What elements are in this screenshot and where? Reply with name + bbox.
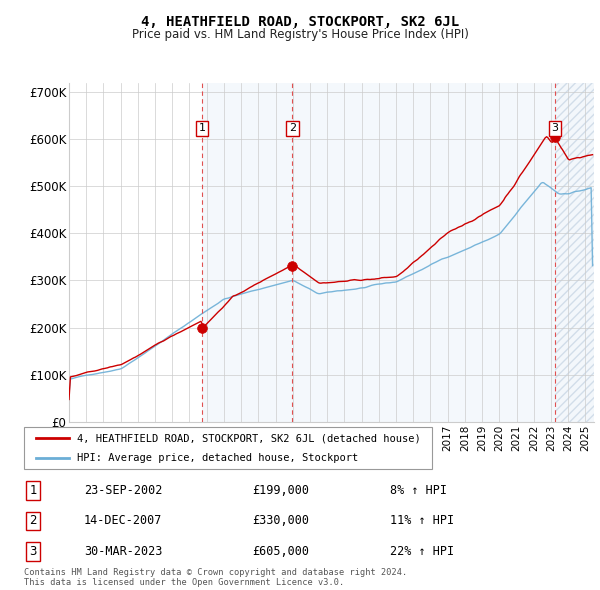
Text: 4, HEATHFIELD ROAD, STOCKPORT, SK2 6JL: 4, HEATHFIELD ROAD, STOCKPORT, SK2 6JL [141,15,459,29]
Text: 8% ↑ HPI: 8% ↑ HPI [390,484,447,497]
FancyBboxPatch shape [24,427,432,469]
Text: 2: 2 [289,123,296,133]
Text: 30-MAR-2023: 30-MAR-2023 [84,545,163,558]
Text: 1: 1 [199,123,206,133]
Bar [202,83,292,422]
Text: £605,000: £605,000 [252,545,309,558]
Text: 22% ↑ HPI: 22% ↑ HPI [390,545,454,558]
Bar [555,83,594,422]
Text: 3: 3 [551,123,559,133]
Bar [292,83,555,422]
Text: 3: 3 [29,545,37,558]
Text: 14-DEC-2007: 14-DEC-2007 [84,514,163,527]
Text: 2: 2 [29,514,37,527]
Text: HPI: Average price, detached house, Stockport: HPI: Average price, detached house, Stoc… [77,453,358,463]
Text: Price paid vs. HM Land Registry's House Price Index (HPI): Price paid vs. HM Land Registry's House … [131,28,469,41]
Text: Contains HM Land Registry data © Crown copyright and database right 2024.
This d: Contains HM Land Registry data © Crown c… [24,568,407,587]
Text: £330,000: £330,000 [252,514,309,527]
Text: £199,000: £199,000 [252,484,309,497]
Text: 4, HEATHFIELD ROAD, STOCKPORT, SK2 6JL (detached house): 4, HEATHFIELD ROAD, STOCKPORT, SK2 6JL (… [77,433,421,443]
Text: 23-SEP-2002: 23-SEP-2002 [84,484,163,497]
Text: 1: 1 [29,484,37,497]
Text: 11% ↑ HPI: 11% ↑ HPI [390,514,454,527]
